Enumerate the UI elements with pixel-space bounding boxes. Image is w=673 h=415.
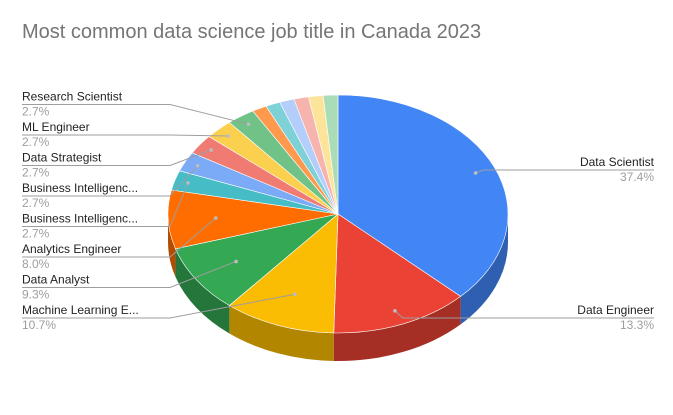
slice-value-label: 2.7% [22,135,50,149]
slice-value-label: 2.7% [22,105,50,119]
slice-label: Business Intelligenc... [22,212,138,226]
pie-slice-side [168,214,176,277]
leader-dot [473,171,478,175]
pie-slice [333,213,462,334]
leader-dot [195,163,200,168]
leader-dot [209,148,213,152]
leader-line [22,149,212,166]
pie-slice [228,213,339,334]
slice-label: ML Engineer [22,120,90,134]
slice-label: Data Strategist [22,151,102,165]
slice-label: Data Analyst [22,273,90,287]
pie-slice [337,94,509,297]
slice-label: Machine Learning E... [22,303,139,317]
leader-dot [234,259,238,264]
leader-line [22,293,296,319]
slice-value-label: 13.3% [620,318,654,332]
slice-value-label: 10.7% [22,318,56,332]
leader-dot [393,309,397,313]
slice-value-label: 2.7% [22,196,50,210]
leader-dot [293,292,297,297]
chart-title: Most common data science job title in Ca… [22,21,481,43]
pie-depth [168,214,508,361]
slice-label: Data Scientist [580,155,655,169]
leader-line [22,260,237,288]
leader-lines [22,104,654,319]
leader-line [22,165,198,197]
pie-slice-side [333,296,461,361]
pie-slice [322,94,339,215]
leader-dot [246,122,251,126]
slice-value-label: 9.3% [22,288,50,302]
leader-line [394,310,654,319]
slice-label: Research Scientist [22,90,123,104]
pie-slice-side [175,248,230,334]
slice-label: Data Engineer [577,303,654,317]
leader-dot [186,181,190,185]
leader-line [22,104,249,125]
leader-dot [213,216,218,220]
slice-value-label: 2.7% [22,166,50,180]
leader-line [22,134,229,137]
slice-value-label: 2.7% [22,227,50,241]
leader-dot [226,134,231,138]
pie-slice-side [229,305,334,361]
slice-value-label: 37.4% [620,170,654,184]
slice-label: Analytics Engineer [22,242,121,256]
leader-line [22,182,189,227]
pie-slice-side [460,214,508,325]
pie-top [167,94,509,334]
leader-line [22,217,217,258]
slice-label: Business Intelligenc... [22,181,138,195]
slice-value-label: 8.0% [22,257,50,271]
leader-line [475,169,654,174]
